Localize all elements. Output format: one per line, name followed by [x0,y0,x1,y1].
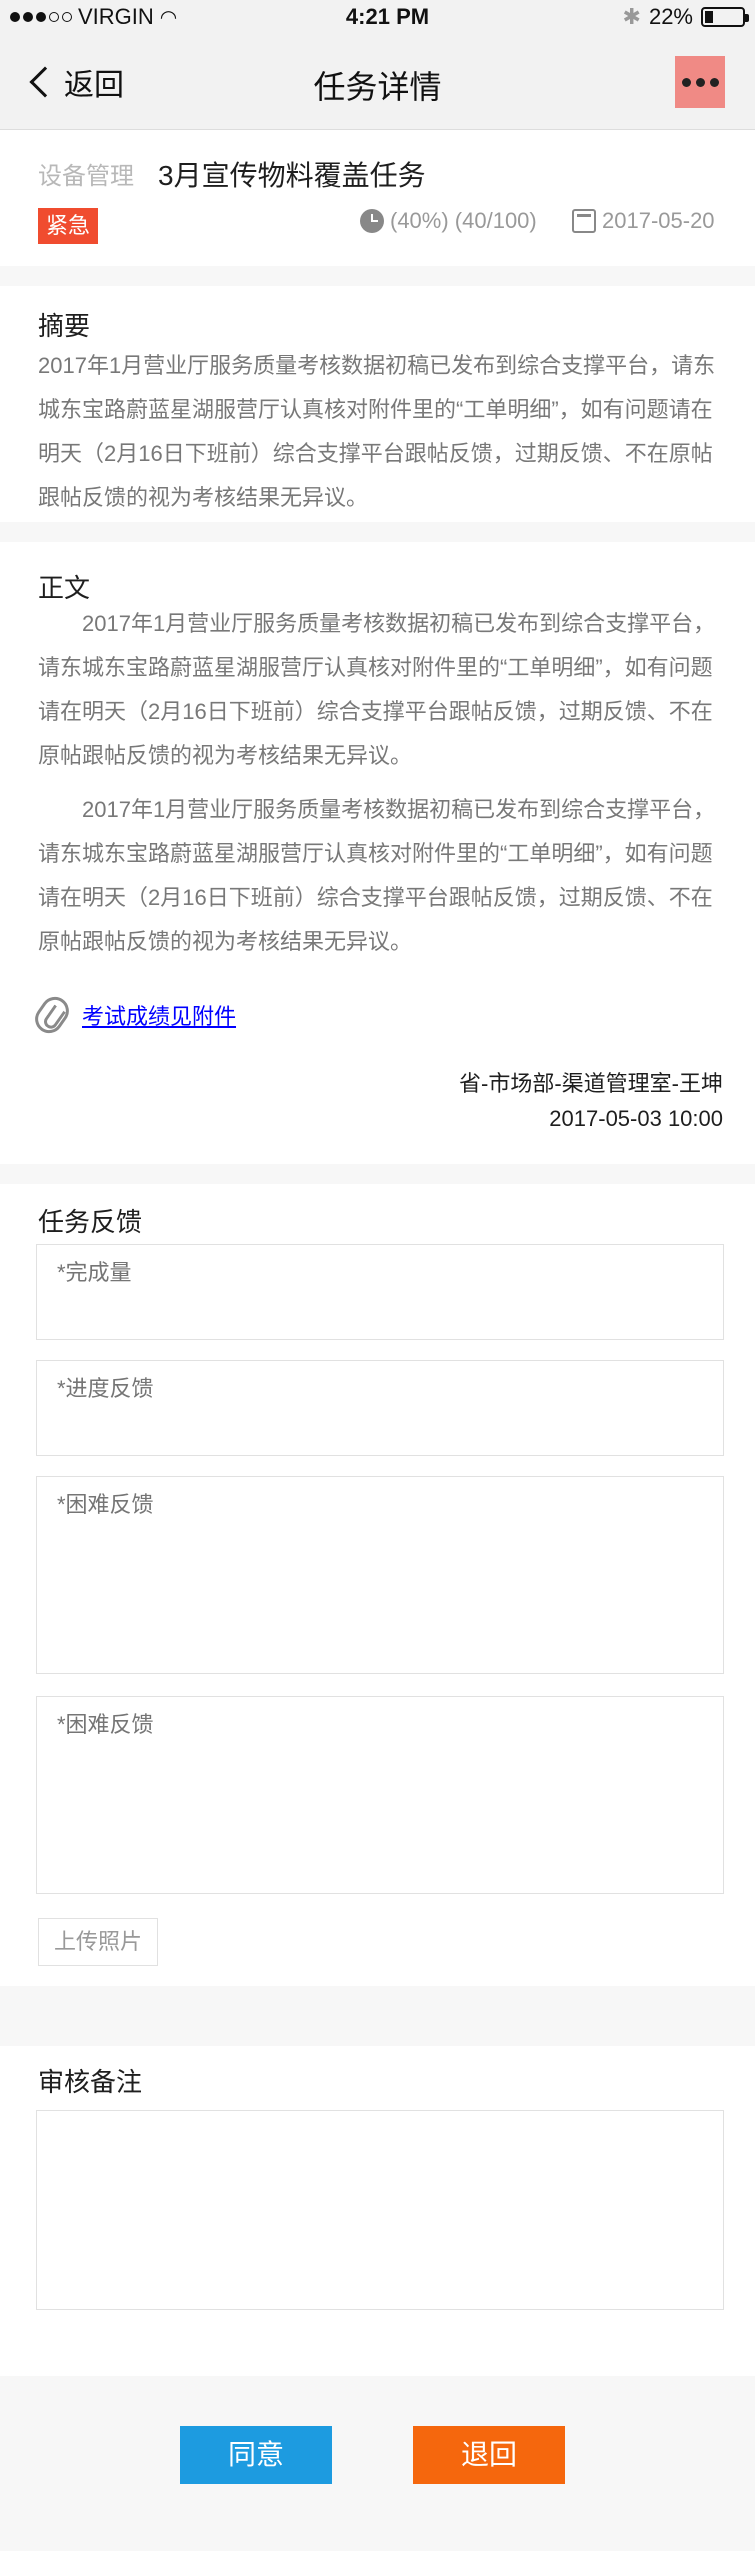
back-label: 返回 [64,69,124,102]
status-right: ✱ 22% [485,4,749,30]
progress-meta: (40%) (40/100) [360,208,537,234]
task-title: 3月宣传物料覆盖任务 [158,160,426,191]
battery-icon [701,7,749,27]
review-title: 审核备注 [38,2067,143,2097]
date-meta: 2017-05-20 [572,208,715,234]
body-paragraph: 2017年1月营业厅服务质量考核数据初稿已发布到综合支撑平台，请东城东宝路蔚蓝星… [38,611,716,768]
status-left: VIRGIN ◠ [10,4,290,30]
difficulty-feedback-input-2[interactable] [36,1696,724,1894]
status-time: 4:21 PM [345,4,430,29]
page-title: 任务详情 [313,69,442,105]
summary-text: 2017年1月营业厅服务质量考核数据初稿已发布到综合支撑平台，请东城东宝路蔚蓝星… [38,353,716,510]
attachment-link[interactable]: 考试成绩见附件 [29,991,237,1039]
section-divider [0,1986,755,2046]
battery-percent: 22% [648,4,693,29]
more-dots-icon [681,77,691,87]
task-date: 2017-05-20 [602,208,715,233]
progress-text: (40%) (40/100) [390,208,537,233]
attachment-label[interactable]: 考试成绩见附件 [82,1004,237,1029]
reject-button[interactable]: 退回 [413,2426,565,2484]
section-divider [0,1164,755,1184]
status-bar: VIRGIN ◠ 4:21 PM ✱ 22% [0,0,755,34]
completion-input[interactable] [36,1244,724,1340]
action-bar [0,2376,755,2551]
nav-bar: 返回 任务详情 [0,34,755,130]
section-divider [0,266,755,286]
more-button[interactable] [675,56,725,108]
task-category: 设备管理 [38,163,134,190]
author: 省-市场部-渠道管理室-王坤 [459,1071,723,1096]
carrier-label: VIRGIN [78,4,154,29]
bluetooth-icon: ✱ [622,4,641,29]
paperclip-icon [29,991,75,1039]
review-note-input[interactable] [36,2110,724,2310]
difficulty-feedback-input[interactable] [36,1476,724,1674]
upload-photo-button[interactable]: 上传照片 [38,1918,158,1966]
calendar-icon [572,209,596,233]
body-paragraph: 2017年1月营业厅服务质量考核数据初稿已发布到综合支撑平台，请东城东宝路蔚蓝星… [38,797,716,954]
wifi-icon: ◠ [159,6,178,29]
urgent-badge: 紧急 [38,208,98,244]
feedback-title: 任务反馈 [38,1207,143,1237]
summary-title: 摘要 [38,311,91,341]
post-datetime: 2017-05-03 10:00 [549,1106,723,1131]
agree-button[interactable]: 同意 [180,2426,332,2484]
progress-feedback-input[interactable] [36,1360,724,1456]
body-title: 正文 [38,573,91,603]
back-button[interactable]: 返回 [29,60,124,104]
clock-icon [360,209,384,233]
section-divider [0,522,755,542]
signal-icon [10,12,72,22]
